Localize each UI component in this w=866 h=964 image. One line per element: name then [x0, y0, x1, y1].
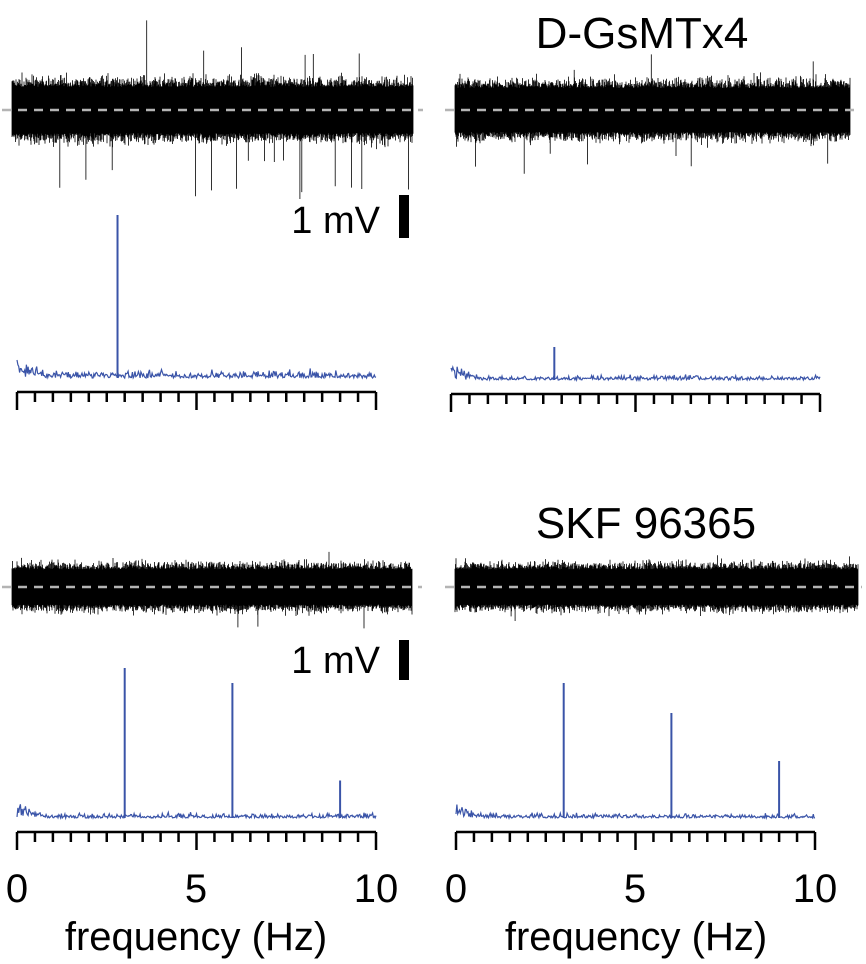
scale-label-top: 1 mV [291, 200, 380, 242]
chart-marks [2, 20, 862, 850]
xtick-label-br-0: 0 [445, 867, 467, 911]
voltage-trace-top-right [454, 54, 851, 174]
title-bottom-right: SKF 96365 [536, 499, 756, 548]
title-top-right: D-GsMTx4 [536, 9, 749, 58]
xlabel-bottom-right: frequency (Hz) [505, 915, 767, 959]
spectrum-noise-top-left [16, 359, 377, 380]
spectrum-noise-bottom-left [16, 804, 377, 821]
xtick-label-bl-1: 5 [185, 867, 207, 911]
xtick-label-bl-2: 10 [354, 867, 399, 911]
voltage-trace-bottom-left [11, 551, 413, 629]
xtick-label-br-2: 10 [793, 867, 838, 911]
scale-bar-top [399, 195, 409, 238]
xtick-label-bl-0: 0 [6, 867, 28, 911]
xlabel-bottom-left: frequency (Hz) [65, 915, 327, 959]
spectrum-noise-top-right [450, 365, 821, 383]
xtick-label-br-1: 5 [624, 867, 646, 911]
spectrum-noise-bottom-right [455, 804, 816, 821]
scale-bar-bottom [399, 640, 409, 680]
scale-label-bottom: 1 mV [291, 640, 380, 682]
